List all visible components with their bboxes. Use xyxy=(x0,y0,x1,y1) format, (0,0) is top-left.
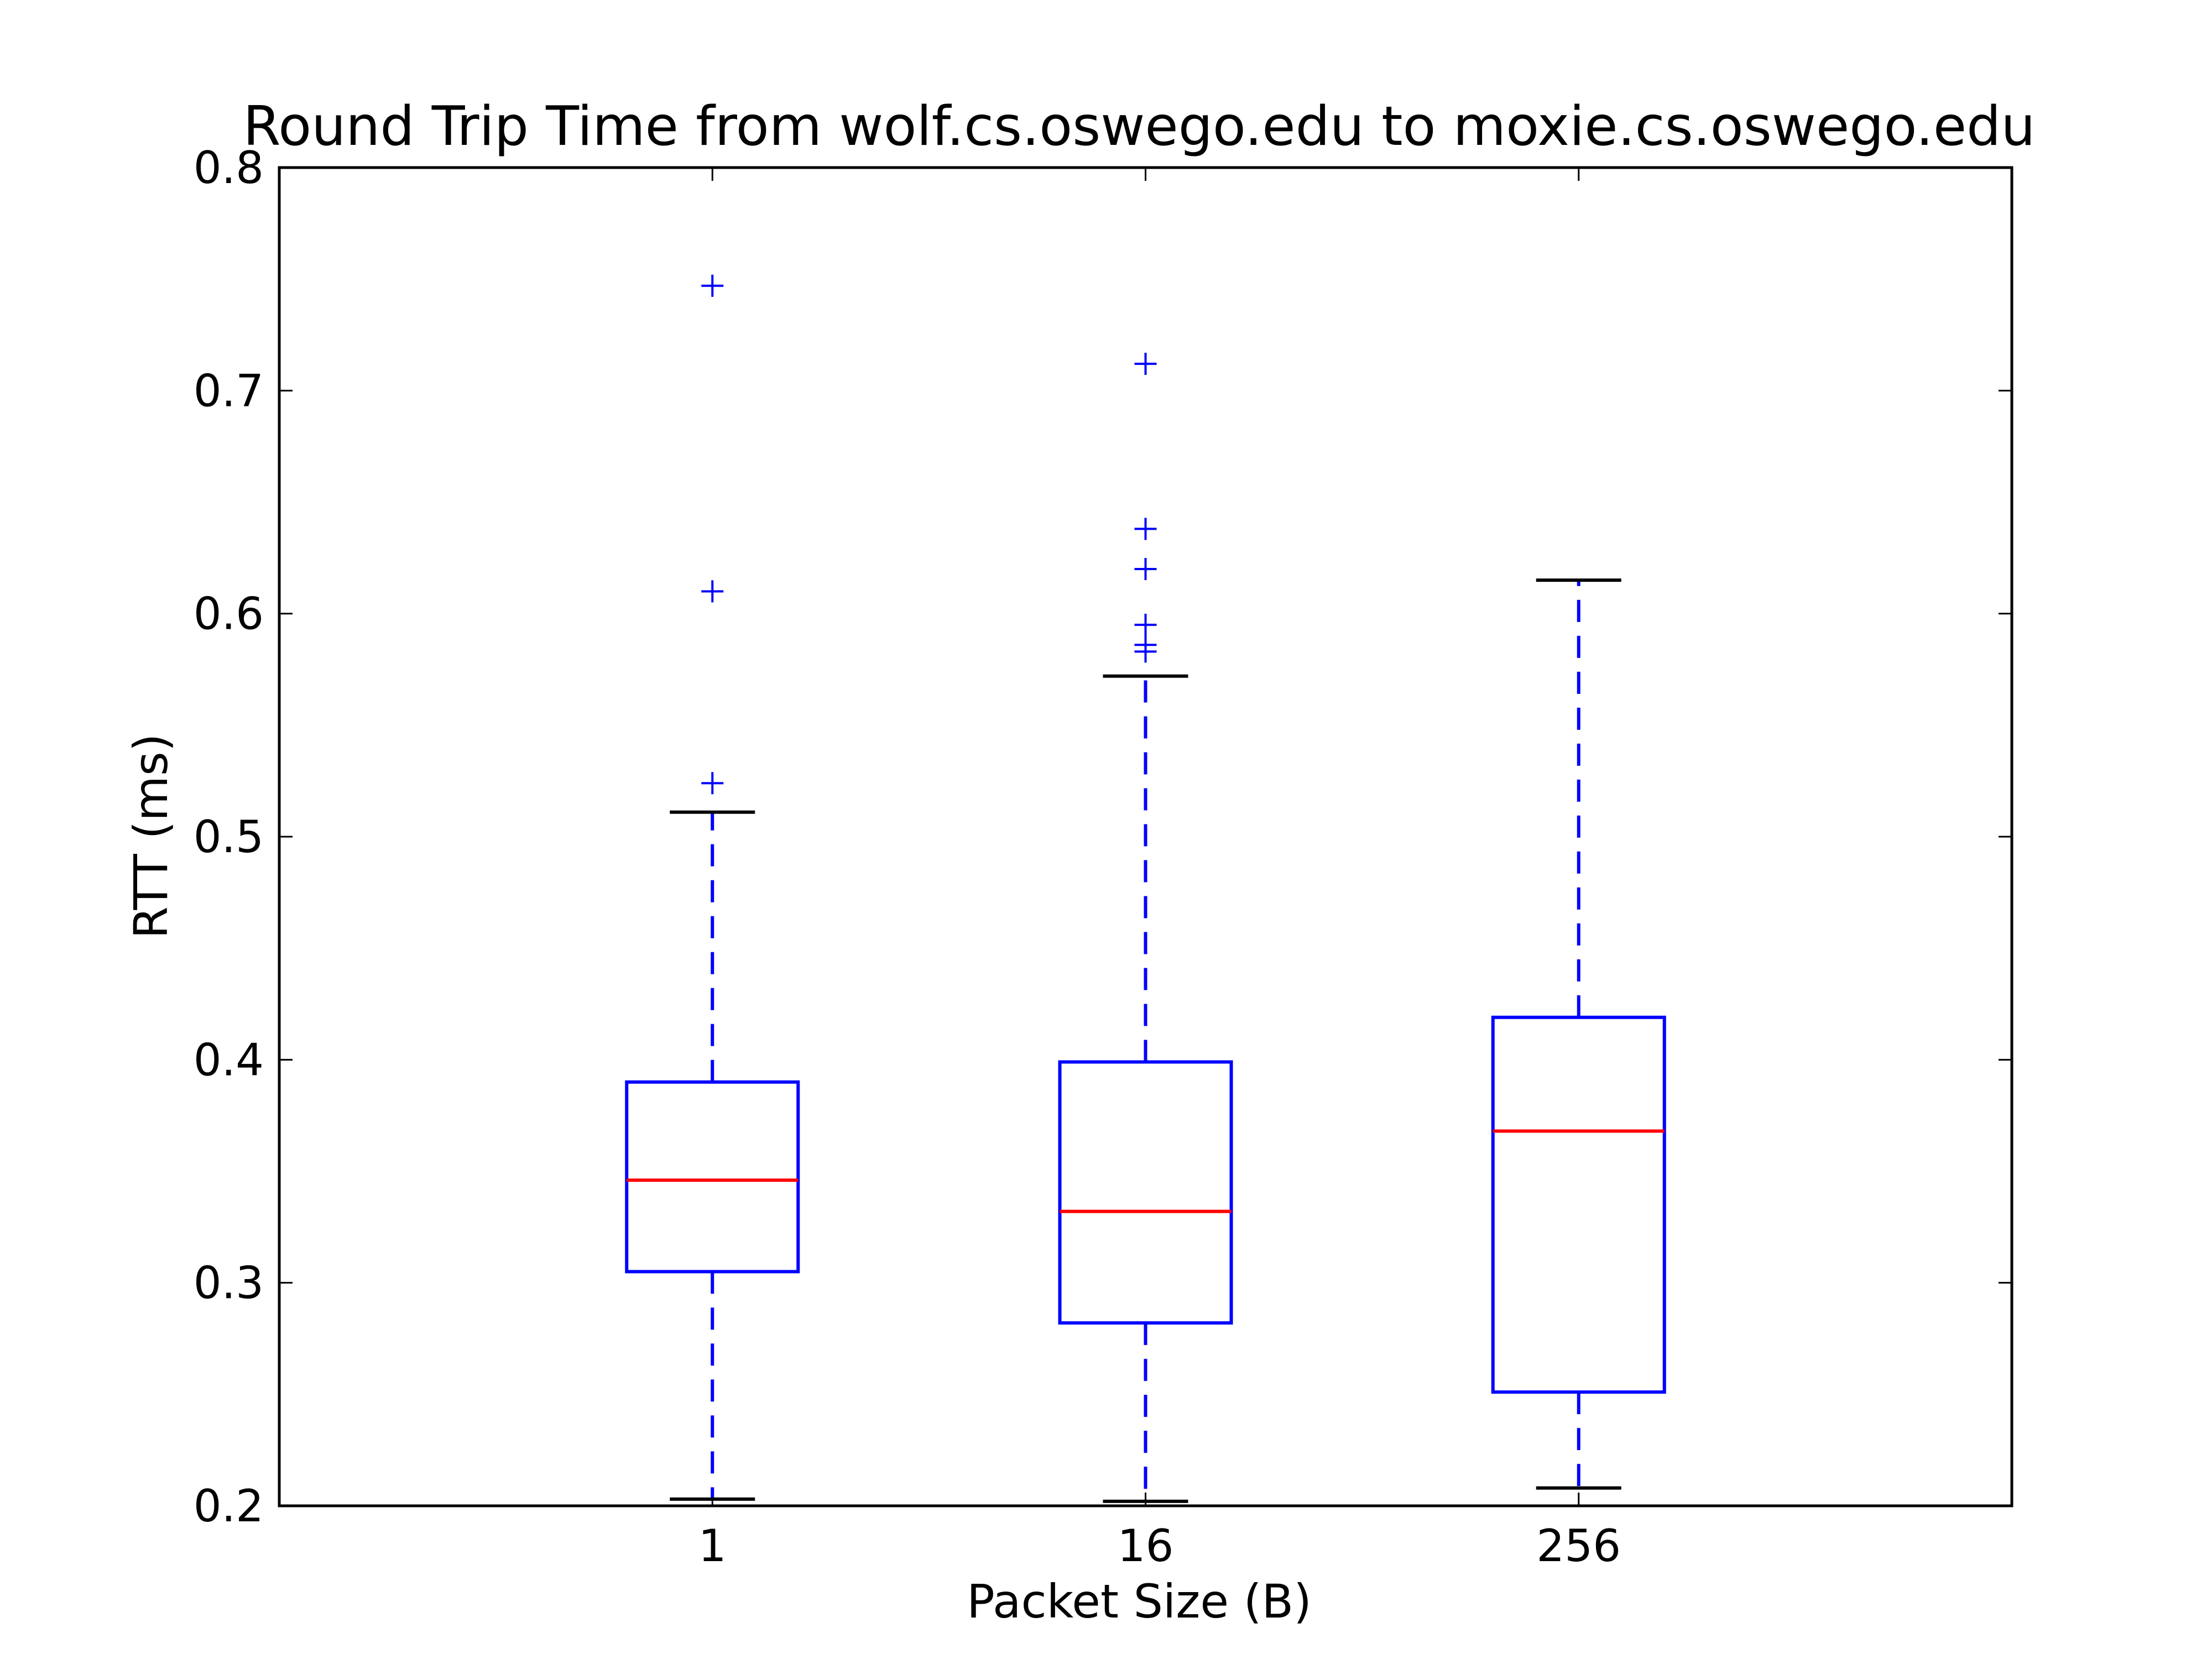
y-tick-label: 0.3 xyxy=(194,1258,264,1309)
outlier-point xyxy=(1134,518,1157,540)
outlier-point xyxy=(1134,352,1157,375)
outlier-point xyxy=(701,580,724,603)
y-tick-label: 0.7 xyxy=(194,365,264,416)
x-tick-label: 1 xyxy=(698,1520,727,1572)
outlier-point xyxy=(1134,613,1157,636)
y-tick-label: 0.2 xyxy=(194,1480,264,1532)
plot-area: 0.2 0.3 0.4 0.5 0.6 0.7 0.8 1 16 256 xyxy=(194,142,2013,1572)
chart-title: Round Trip Time from wolf.cs.oswego.edu … xyxy=(243,95,2036,158)
box-iqr xyxy=(1058,1060,1233,1325)
y-axis-label: RTT (ms) xyxy=(124,733,178,938)
x-tick-label: 16 xyxy=(1118,1520,1174,1572)
y-tick-label: 0.5 xyxy=(194,811,264,863)
y-tick-label: 0.8 xyxy=(194,142,264,194)
outlier-point xyxy=(1134,558,1157,580)
box-iqr xyxy=(625,1080,800,1274)
y-tick-label: 0.4 xyxy=(194,1034,264,1086)
x-tick-label: 256 xyxy=(1536,1520,1621,1572)
box-iqr xyxy=(1491,1015,1666,1394)
y-tick-label: 0.6 xyxy=(194,588,264,640)
outlier-point xyxy=(1134,634,1157,656)
outlier-point xyxy=(701,274,724,297)
outlier-point xyxy=(701,772,724,795)
x-axis-label: Packet Size (B) xyxy=(967,1574,1312,1629)
